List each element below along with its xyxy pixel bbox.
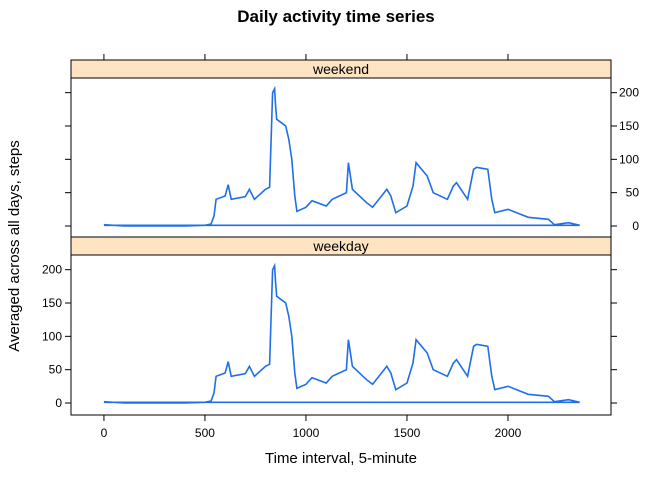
strip-label: weekday [312,238,368,254]
y-tick-label: 100 [619,152,639,166]
y-tick-label: 50 [49,363,63,377]
y-tick-label: 100 [42,329,62,343]
series-line [103,262,580,404]
x-tick-label: 500 [195,426,215,440]
y-tick-label: 0 [55,396,62,410]
y-tick-label: 0 [632,219,639,233]
x-tick-label: 0 [101,426,108,440]
x-tick-label: 2000 [495,426,522,440]
y-axis-label: Averaged across all days, steps [6,140,23,352]
y-tick-label: 150 [42,296,62,310]
y-tick-label: 50 [626,186,640,200]
panel-frame [70,254,612,416]
x-tick-label: 1000 [293,426,320,440]
strip-label: weekend [312,61,369,77]
x-tick-label: 1500 [394,426,421,440]
y-tick-label: 200 [619,86,639,100]
series-line [103,85,580,227]
chart-title: Daily activity time series [237,7,435,26]
x-axis-label: Time interval, 5-minute [265,450,417,467]
y-tick-label: 150 [619,119,639,133]
y-tick-label: 200 [42,263,62,277]
panel-frame [70,77,612,239]
